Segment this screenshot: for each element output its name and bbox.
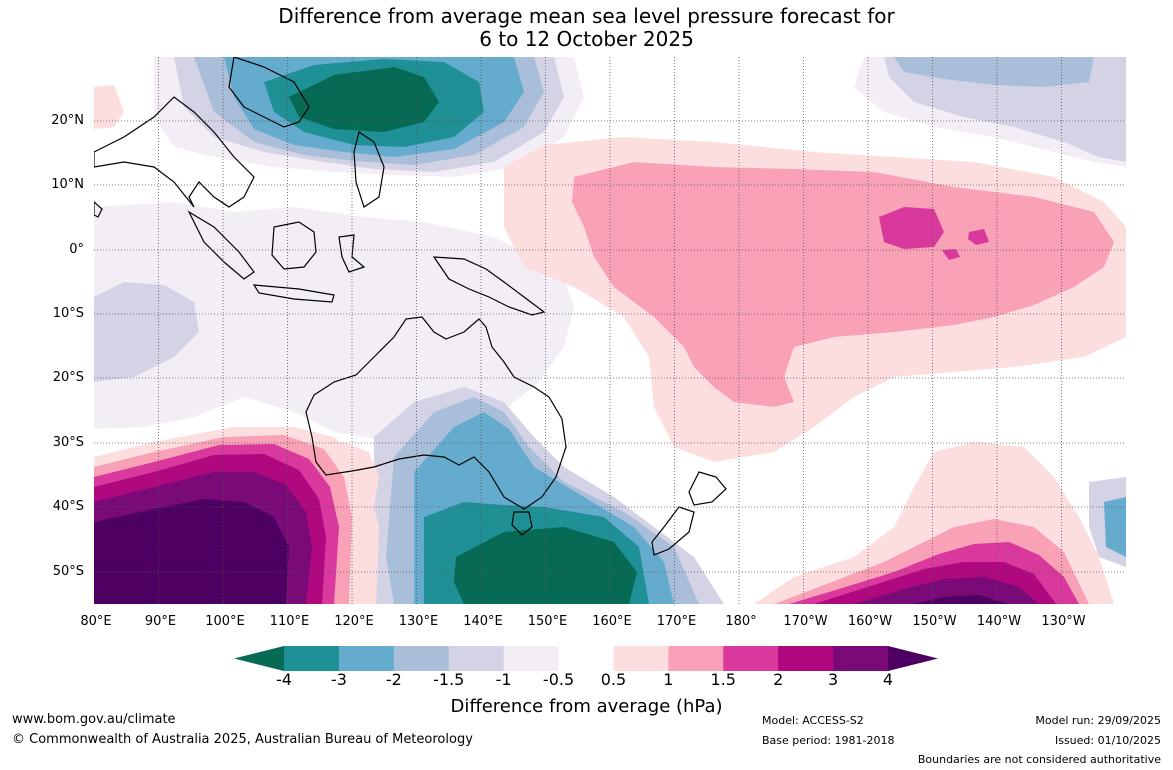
title-line-1: Difference from average mean sea level p… — [278, 4, 895, 28]
east-pacific-negative-core — [1104, 497, 1126, 557]
philippines-coast — [353, 131, 385, 208]
boundary-disclaimer: Boundaries are not considered authoritat… — [917, 753, 1161, 766]
copyright-text: © Commonwealth of Australia 2025, Austra… — [12, 732, 473, 747]
pressure-anomaly-map — [94, 57, 1126, 604]
longitude-label: 110°E — [269, 614, 310, 629]
colorbar-cell — [668, 646, 724, 671]
sumatra-coast — [187, 210, 255, 280]
china-coast — [228, 57, 310, 128]
java-coast — [252, 284, 335, 303]
map-canvas — [94, 57, 1126, 604]
new-zealand-south — [651, 506, 695, 556]
colorbar-cell — [558, 646, 614, 671]
latitude-label: 0° — [69, 242, 84, 257]
colorbar-cell — [393, 646, 450, 671]
graticule — [94, 57, 1126, 604]
longitude-label: 140°E — [463, 614, 503, 629]
sw-indian-high-core — [94, 499, 289, 604]
scs-low-core — [289, 67, 439, 132]
borneo-coast — [271, 221, 317, 270]
aus-low-core — [454, 527, 637, 604]
longitude-label: 160°E — [592, 614, 632, 629]
colorbar-tick-label: -4 — [276, 670, 292, 689]
latitude-label: 40°S — [52, 499, 84, 514]
model-run-date: Model run: 29/09/2025 — [1035, 714, 1161, 727]
colorbar-tick-label: -1.5 — [433, 670, 465, 689]
colorbar-tick-label: 4 — [882, 670, 894, 689]
longitude-label: 150°W — [912, 614, 957, 629]
colorbar-tick-label: -2 — [385, 670, 402, 689]
colorbar-cell — [503, 646, 560, 671]
latitude-label: 20°S — [52, 370, 84, 385]
longitude-label: 160°W — [847, 614, 893, 629]
longitude-label: 150°E — [527, 614, 568, 629]
longitude-label: 120°E — [334, 614, 374, 629]
website-link[interactable]: www.bom.gov.au/climate — [12, 712, 176, 727]
colorbar-max-arrow — [888, 646, 938, 671]
colorbar-tick-label: 2 — [773, 670, 784, 689]
colorbar-tick-label: 1.5 — [710, 670, 736, 689]
new-guinea-coast — [432, 256, 546, 316]
australia-coast — [305, 316, 567, 510]
central-pacific-high-core — [879, 207, 944, 249]
colorbar-tick-label: -1 — [495, 670, 512, 689]
longitude-label: 100°E — [205, 614, 245, 629]
longitude-label: 80°E — [80, 614, 112, 629]
colorbar-cell — [613, 646, 669, 671]
longitude-label: 90°E — [144, 614, 177, 629]
weak-negative-tropics — [94, 202, 574, 442]
north-pacific-negative-core — [894, 57, 1094, 87]
latitude-label: 10°S — [52, 306, 84, 321]
colorbar-cell — [338, 646, 395, 671]
colorbar-min-arrow — [234, 646, 284, 671]
colorbar-cells — [284, 646, 889, 671]
colorbar-tick-label: 0.5 — [600, 670, 627, 689]
colorbar-cell — [284, 646, 340, 671]
south-indian-ocean-low-weak — [94, 282, 199, 382]
new-zealand-north — [688, 471, 727, 506]
colorbar-label: Difference from average (hPa) — [450, 696, 723, 717]
central-pacific-high-core-2 — [968, 229, 989, 245]
se-pacific-high-core — [914, 595, 1009, 604]
colorbar-cell — [448, 646, 505, 671]
colorbar-tick-label: 3 — [827, 670, 839, 689]
map-title: Difference from average mean sea level p… — [0, 5, 1173, 51]
central-pacific-high-core-3 — [942, 249, 960, 260]
latitude-label: 20°N — [51, 113, 84, 128]
longitude-label: 170°W — [783, 614, 828, 629]
colorbar-cell — [778, 646, 834, 671]
title-line-2: 6 to 12 October 2025 — [479, 27, 694, 51]
sri-lanka-coast — [94, 201, 103, 218]
base-period: Base period: 1981-2018 — [762, 734, 895, 747]
longitude-label: 170°E — [656, 614, 697, 629]
longitude-label: 140°W — [976, 614, 1022, 629]
se-pacific-high-ring-4 — [854, 577, 1039, 604]
latitude-label: 30°S — [52, 435, 84, 450]
issued-date: Issued: 01/10/2025 — [1054, 734, 1161, 747]
longitude-label: 130°W — [1041, 614, 1086, 629]
model-name: Model: ACCESS-S2 — [762, 714, 864, 727]
colorbar-tick-label: 1 — [663, 670, 674, 689]
longitude-label: 130°E — [398, 614, 439, 629]
colorbar-cell — [833, 646, 889, 671]
colorbar-tick-label: -3 — [330, 670, 347, 689]
se-asia-coast — [94, 96, 255, 208]
latitude-label: 50°S — [52, 564, 84, 579]
coastlines — [94, 57, 727, 556]
colorbar-tick-label: -0.5 — [542, 670, 575, 689]
central-pacific-high — [572, 162, 1114, 407]
longitude-label: 180° — [725, 614, 757, 629]
latitude-label: 10°N — [51, 177, 84, 192]
tasmania-coast — [511, 511, 533, 536]
colorbar-cell — [723, 646, 779, 671]
colorbar — [234, 646, 938, 671]
north-bay-of-bengal-positive — [94, 85, 124, 129]
sulawesi-coast — [338, 234, 366, 273]
